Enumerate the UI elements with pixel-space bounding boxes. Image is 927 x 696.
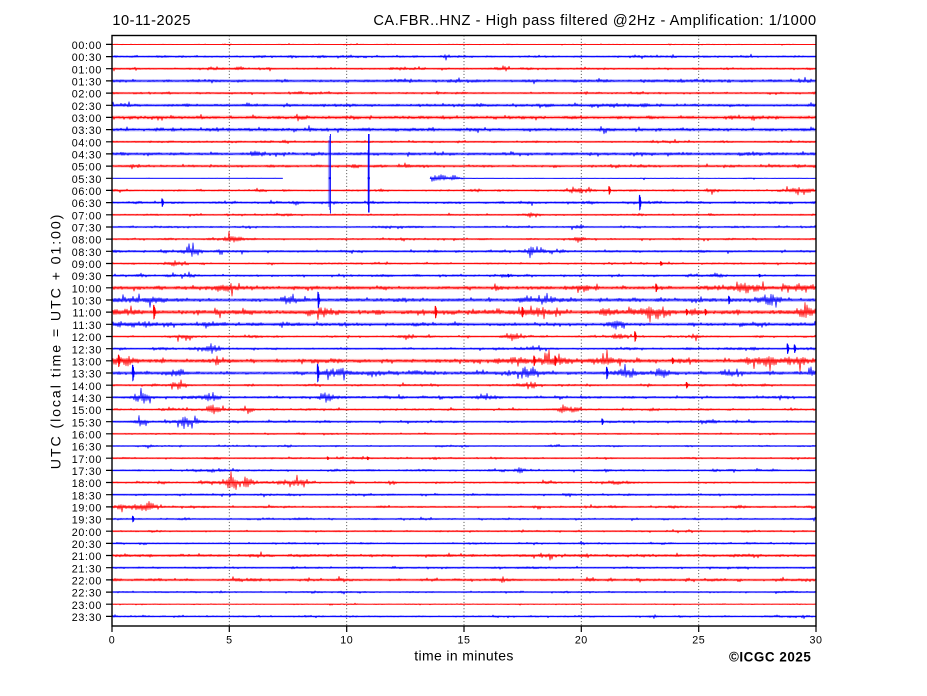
svg-text:10-11-2025: 10-11-2025	[112, 13, 191, 29]
svg-text:08:00: 08:00	[72, 235, 102, 247]
svg-text:06:30: 06:30	[72, 198, 102, 210]
svg-text:00:00: 00:00	[72, 40, 102, 52]
svg-text:07:30: 07:30	[72, 223, 102, 235]
svg-text:0: 0	[109, 635, 115, 647]
svg-text:22:00: 22:00	[72, 576, 102, 588]
svg-text:17:30: 17:30	[72, 466, 102, 478]
svg-text:15:00: 15:00	[72, 405, 102, 417]
svg-text:07:00: 07:00	[72, 210, 102, 222]
svg-text:12:30: 12:30	[72, 344, 102, 356]
svg-text:UTC (local time = UTC + 01:00): UTC (local time = UTC + 01:00)	[49, 213, 65, 469]
svg-text:11:00: 11:00	[73, 308, 102, 320]
svg-text:©ICGC 2025: ©ICGC 2025	[729, 650, 811, 665]
svg-text:17:00: 17:00	[72, 454, 102, 466]
svg-text:01:00: 01:00	[72, 64, 102, 76]
svg-text:13:30: 13:30	[72, 369, 102, 381]
svg-text:03:30: 03:30	[72, 125, 102, 137]
svg-text:5: 5	[226, 635, 232, 647]
svg-text:23:00: 23:00	[72, 600, 102, 612]
svg-text:10:30: 10:30	[72, 296, 102, 308]
svg-text:20:00: 20:00	[72, 527, 102, 539]
svg-text:10:00: 10:00	[72, 283, 102, 295]
svg-text:03:00: 03:00	[72, 113, 102, 125]
svg-text:04:00: 04:00	[72, 137, 102, 149]
svg-text:21:30: 21:30	[72, 563, 102, 575]
svg-text:01:30: 01:30	[72, 77, 102, 89]
svg-text:05:30: 05:30	[72, 174, 102, 186]
svg-text:15: 15	[458, 635, 471, 647]
svg-text:18:30: 18:30	[72, 490, 102, 502]
svg-text:CA.FBR..HNZ - High pass filter: CA.FBR..HNZ - High pass filtered @2Hz - …	[373, 13, 816, 29]
svg-text:16:30: 16:30	[72, 442, 102, 454]
svg-text:21:00: 21:00	[72, 551, 102, 563]
svg-text:14:30: 14:30	[72, 393, 102, 405]
svg-text:22:30: 22:30	[72, 588, 102, 600]
svg-text:20:30: 20:30	[72, 539, 102, 551]
svg-text:02:00: 02:00	[72, 89, 102, 101]
svg-text:10: 10	[340, 635, 353, 647]
svg-text:08:30: 08:30	[72, 247, 102, 259]
svg-text:time in minutes: time in minutes	[414, 648, 513, 664]
svg-text:20: 20	[575, 635, 588, 647]
svg-text:02:30: 02:30	[72, 101, 102, 113]
svg-text:23:30: 23:30	[72, 612, 102, 624]
svg-text:06:00: 06:00	[72, 186, 102, 198]
svg-text:25: 25	[692, 635, 705, 647]
svg-text:14:00: 14:00	[72, 381, 102, 393]
svg-text:11:30: 11:30	[73, 320, 102, 332]
svg-text:13:00: 13:00	[72, 356, 102, 368]
svg-text:18:00: 18:00	[72, 478, 102, 490]
svg-text:09:30: 09:30	[72, 271, 102, 283]
svg-text:30: 30	[810, 635, 823, 647]
svg-text:15:30: 15:30	[72, 417, 102, 429]
svg-text:19:00: 19:00	[72, 503, 102, 515]
svg-text:05:00: 05:00	[72, 162, 102, 174]
svg-text:04:30: 04:30	[72, 150, 102, 162]
svg-text:00:30: 00:30	[72, 52, 102, 64]
svg-text:16:00: 16:00	[72, 429, 102, 441]
svg-text:09:00: 09:00	[72, 259, 102, 271]
svg-text:19:30: 19:30	[72, 515, 102, 527]
svg-text:12:00: 12:00	[72, 332, 102, 344]
